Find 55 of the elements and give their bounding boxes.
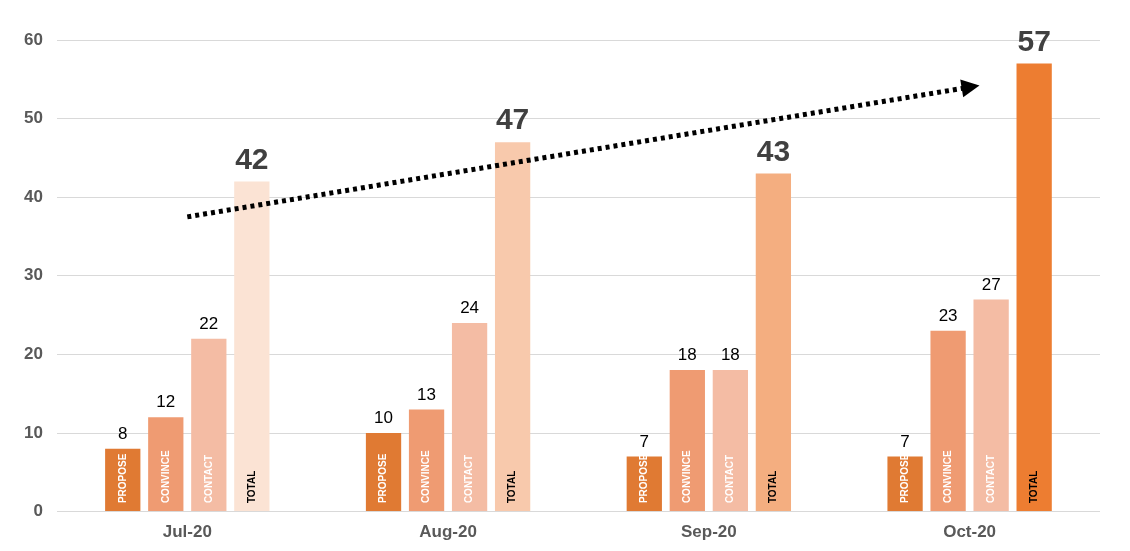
- data-label: 43: [756, 133, 791, 167]
- text: PROPOSE: [116, 453, 128, 504]
- data-label: 24: [460, 298, 480, 318]
- bar: [451, 322, 488, 512]
- data-label: 57: [1017, 23, 1051, 57]
- x-tick-label: Aug-20: [419, 522, 477, 542]
- data-label: 18: [677, 345, 697, 365]
- bar: [191, 338, 227, 512]
- bar: [408, 409, 445, 512]
- bar: [930, 330, 966, 512]
- data-label: 7: [639, 431, 650, 451]
- data-label: 13: [417, 384, 437, 404]
- bar: [973, 299, 1009, 512]
- x-tick-label: Oct-20: [943, 522, 997, 542]
- text: CONVINCE: [420, 450, 432, 504]
- bar: [755, 173, 792, 512]
- data-label: 23: [938, 306, 958, 326]
- series-label: CONVINCE: [159, 449, 171, 504]
- y-tick-label: 60: [23, 29, 43, 49]
- data-label: 18: [720, 345, 740, 365]
- series-label: TOTAL: [245, 470, 257, 504]
- bar: [148, 417, 184, 512]
- y-tick-label: 30: [23, 265, 43, 285]
- data-label: 42: [235, 141, 269, 175]
- x-tick-label: Jul-20: [162, 522, 212, 542]
- bar: [1016, 63, 1052, 512]
- bar: [712, 370, 748, 512]
- bar: [669, 370, 705, 512]
- text: PROPOSE: [898, 453, 910, 504]
- text: TOTAL: [767, 470, 779, 504]
- data-label: 12: [156, 392, 176, 412]
- text: TOTAL: [506, 470, 518, 504]
- text: CONTACT: [724, 454, 736, 504]
- data-label: 47: [495, 102, 530, 136]
- text: CONTACT: [463, 454, 475, 504]
- y-tick-label: 50: [23, 108, 43, 128]
- data-label: 22: [199, 313, 219, 333]
- y-tick-label: 40: [23, 186, 43, 206]
- text: CONVINCE: [681, 450, 693, 504]
- y-tick-label: 10: [23, 422, 43, 442]
- data-label: 8: [118, 423, 128, 443]
- bar: [494, 142, 531, 512]
- bar: [234, 181, 270, 512]
- y-tick-label: 20: [23, 344, 43, 364]
- text: CONTACT: [984, 454, 996, 504]
- text: PROPOSE: [377, 453, 389, 504]
- y-tick-label: 0: [33, 501, 43, 521]
- data-label: 7: [900, 431, 910, 451]
- series-label: PROPOSE: [638, 453, 650, 504]
- text: TOTAL: [1027, 470, 1039, 504]
- data-label: 10: [374, 408, 393, 428]
- x-tick-label: Sep-20: [680, 522, 737, 542]
- text: CONVINCE: [941, 450, 953, 504]
- data-label: 27: [981, 274, 1001, 294]
- series-label: CONTACT: [202, 454, 214, 504]
